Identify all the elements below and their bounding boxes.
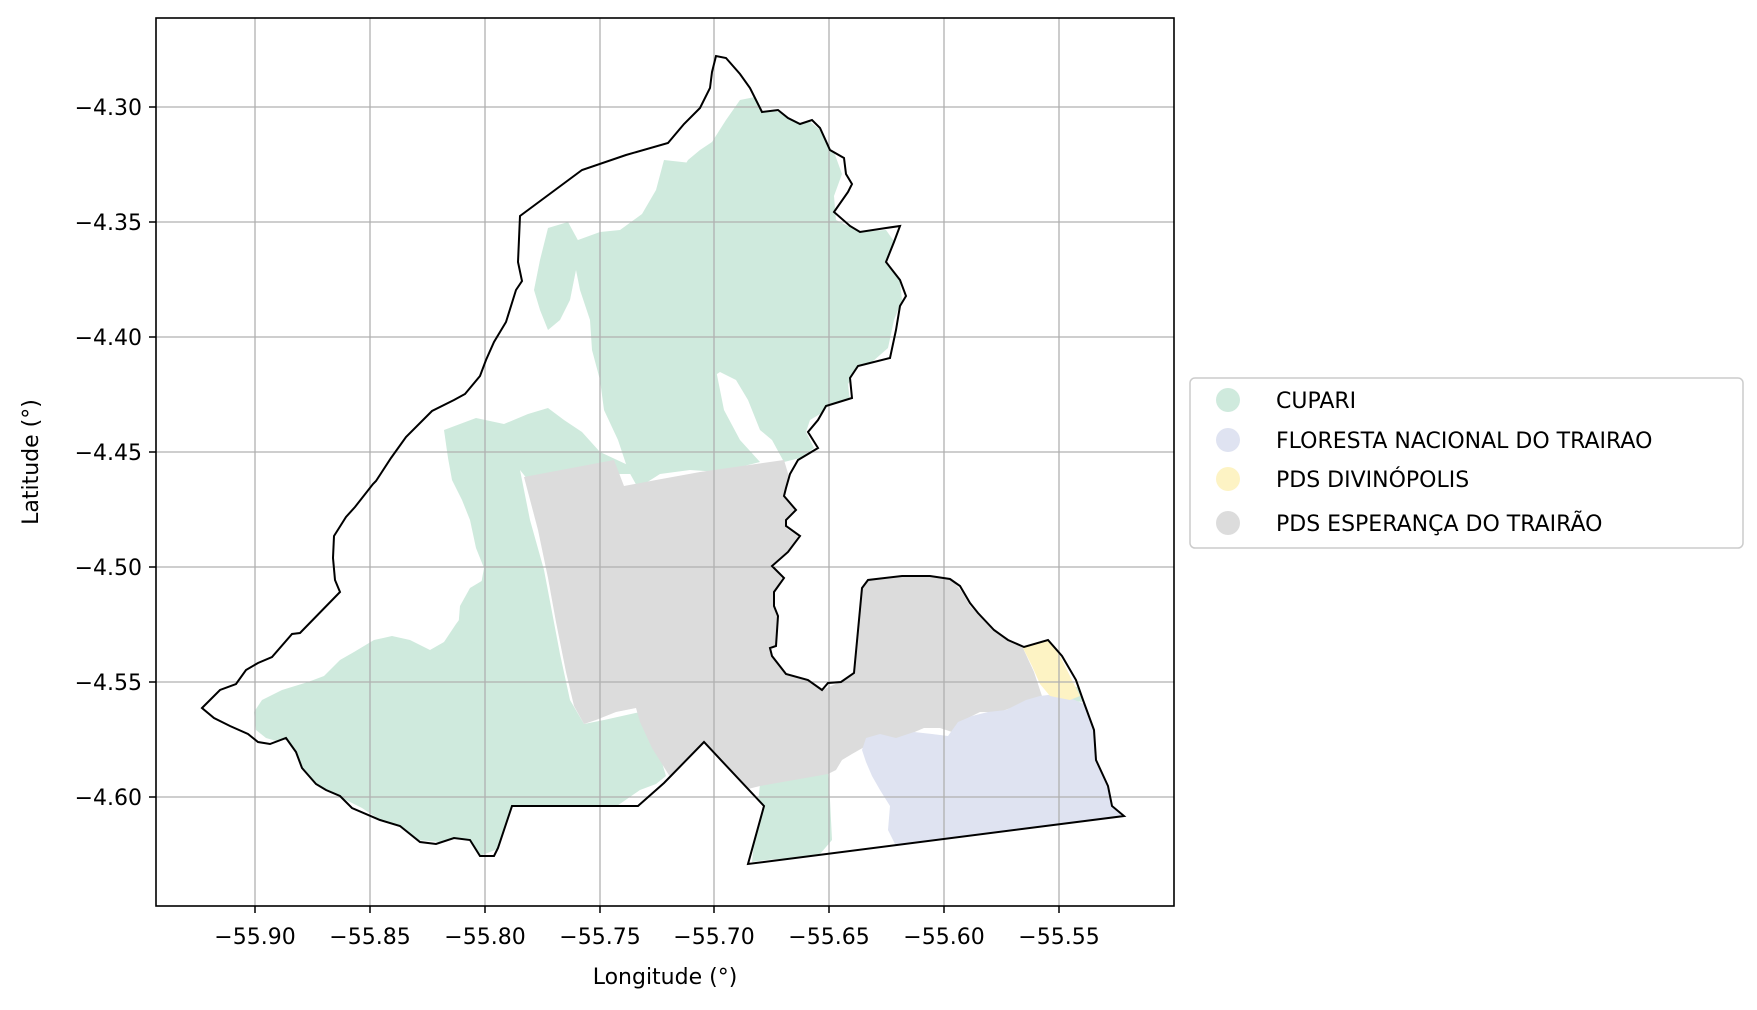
x-tick-label: −55.65 bbox=[788, 925, 869, 950]
x-tick-label: −55.90 bbox=[214, 925, 295, 950]
y-axis-ticks: −4.30 −4.35 −4.40 −4.45 −4.50 −4.55 −4.6… bbox=[75, 96, 156, 811]
legend-marker-esperanca bbox=[1216, 511, 1240, 535]
legend-marker-cupari bbox=[1216, 388, 1240, 412]
y-tick-label: −4.55 bbox=[75, 671, 142, 696]
x-tick-label: −55.80 bbox=[444, 925, 525, 950]
legend-marker-floresta bbox=[1216, 428, 1240, 452]
x-tick-label: −55.70 bbox=[673, 925, 754, 950]
y-tick-label: −4.30 bbox=[75, 96, 142, 121]
y-tick-label: −4.40 bbox=[75, 326, 142, 351]
legend-label-divinopolis: PDS DIVINÓPOLIS bbox=[1276, 467, 1469, 493]
y-tick-label: −4.50 bbox=[75, 556, 142, 581]
legend: CUPARI FLORESTA NACIONAL DO TRAIRAO PDS … bbox=[1190, 378, 1743, 548]
x-axis-label: Longitude (°) bbox=[593, 965, 738, 990]
x-tick-label: −55.55 bbox=[1018, 925, 1099, 950]
legend-label-esperanca: PDS ESPERANÇA DO TRAIRÃO bbox=[1276, 510, 1603, 537]
legend-label-cupari: CUPARI bbox=[1276, 389, 1356, 414]
x-axis-ticks: −55.90 −55.85 −55.80 −55.75 −55.70 −55.6… bbox=[214, 906, 1099, 950]
y-tick-label: −4.60 bbox=[75, 786, 142, 811]
legend-marker-divinopolis bbox=[1216, 467, 1240, 491]
y-tick-label: −4.35 bbox=[75, 211, 142, 236]
x-tick-label: −55.60 bbox=[903, 925, 984, 950]
x-tick-label: −55.75 bbox=[559, 925, 640, 950]
legend-label-floresta: FLORESTA NACIONAL DO TRAIRAO bbox=[1276, 429, 1652, 454]
y-axis-label: Latitude (°) bbox=[19, 399, 44, 525]
x-tick-label: −55.85 bbox=[329, 925, 410, 950]
y-tick-label: −4.45 bbox=[75, 441, 142, 466]
